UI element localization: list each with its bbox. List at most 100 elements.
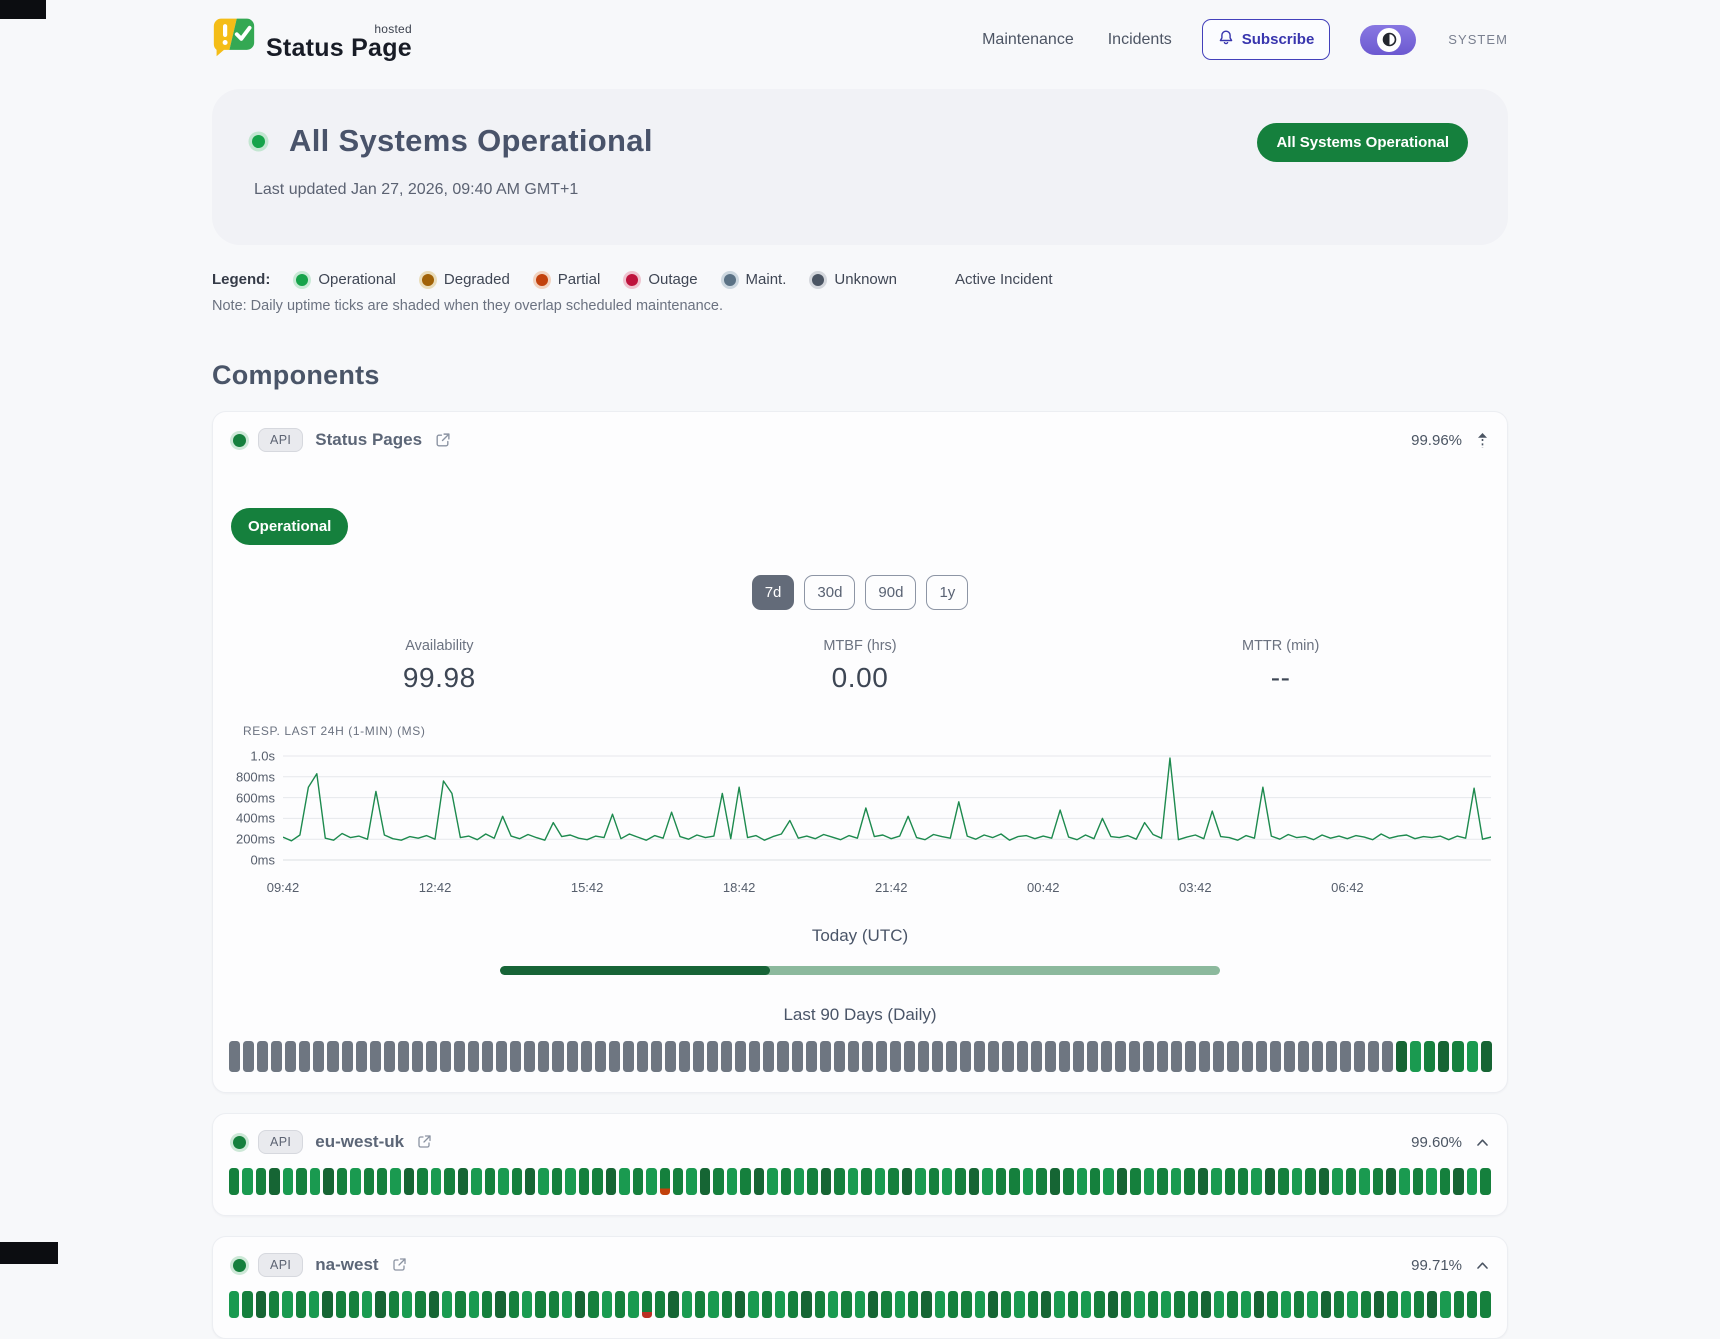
overall-status-dot [252, 134, 265, 148]
bell-icon [1218, 29, 1234, 50]
legend-item-partial: Partial [535, 271, 600, 288]
external-link-icon[interactable] [391, 1257, 407, 1273]
uptime-tick [255, 1291, 266, 1318]
uptime-tick [1382, 1041, 1394, 1072]
y-tick-label: 0ms [250, 852, 275, 868]
uptime-tick [868, 1291, 879, 1318]
external-link-icon[interactable] [416, 1134, 432, 1150]
chart-title: RESP. LAST 24H (1-MIN) (MS) [243, 724, 426, 738]
subscribe-button[interactable]: Subscribe [1201, 19, 1331, 60]
uptime-tick [622, 1041, 634, 1072]
uptime-tick [681, 1291, 692, 1318]
uptime-tick [679, 1041, 691, 1072]
uptime-tick [1427, 1291, 1438, 1318]
legend-item-outage: Outage [626, 271, 698, 288]
uptime-tick [946, 1041, 958, 1072]
uptime-tick [1014, 1291, 1025, 1318]
uptime-tick [1240, 1291, 1252, 1318]
uptime-tick [229, 1168, 240, 1195]
metric-availability: Availability 99.98 [402, 638, 476, 693]
uptime-tick [901, 1168, 913, 1195]
uptime-tick [889, 1041, 901, 1072]
uptime-tick [968, 1168, 980, 1195]
y-tick-label: 200ms [235, 831, 275, 847]
uptime-tick [1143, 1041, 1155, 1072]
uptime-tick [947, 1291, 959, 1318]
range-button-90d[interactable]: 90d [865, 575, 917, 610]
contrast-icon [1382, 32, 1397, 47]
uptime-tick [257, 1041, 269, 1072]
uptime-tick [524, 1041, 536, 1072]
collapse-component-button[interactable] [1474, 430, 1491, 451]
uptime-tick [650, 1041, 662, 1072]
x-tick-label: 18:42 [722, 880, 756, 895]
range-button-7d[interactable]: 7d [751, 575, 795, 610]
uptime-tick [1022, 1168, 1034, 1195]
external-link-icon[interactable] [434, 432, 451, 449]
overall-status-badge: All Systems Operational [1257, 123, 1468, 162]
uptime-tick [1311, 1041, 1323, 1072]
y-tick-label: 400ms [235, 810, 275, 826]
uptime-tick [694, 1291, 706, 1318]
components-heading: Components [212, 360, 380, 390]
uptime-tick [455, 1291, 466, 1318]
expand-component-button[interactable] [1474, 1136, 1491, 1149]
uptime-tick [907, 1291, 919, 1318]
uptime-tick [1251, 1168, 1262, 1195]
uptime-tick [632, 1168, 644, 1195]
uptime-tick [348, 1291, 360, 1318]
uptime-tick [828, 1291, 839, 1318]
legend-items: Operational Degraded Partial Outage Maint. Un… [296, 271, 897, 288]
uptime-tick [1157, 1041, 1169, 1072]
uptime-tick [1385, 1168, 1397, 1195]
uptime-tick [271, 1041, 283, 1072]
component-name: na-west [315, 1255, 379, 1274]
range-button-30d[interactable]: 30d [804, 575, 856, 610]
uptime-tick [1224, 1168, 1235, 1195]
theme-toggle[interactable] [1360, 24, 1417, 55]
nav-link-maintenance[interactable]: Maintenance [982, 30, 1074, 48]
uptime-tick [888, 1168, 899, 1195]
uptime-tick [242, 1291, 253, 1318]
uptime-tick [1076, 1168, 1087, 1195]
uptime-tick [753, 1168, 765, 1195]
uptime-tick [468, 1291, 479, 1318]
uptime-tick [482, 1041, 494, 1072]
uptime-tick [362, 1291, 373, 1318]
uptime-tick [1396, 1041, 1408, 1072]
legend-item-degraded: Degraded [421, 271, 510, 288]
uptime-tick [1320, 1291, 1331, 1318]
uptime-tick [1114, 1041, 1126, 1072]
uptime-tick [498, 1168, 509, 1195]
uptime-tick [299, 1041, 311, 1072]
brand-name: Status Page [266, 34, 412, 62]
uptime-tick [1372, 1168, 1383, 1195]
metric-mttrmin: MTTR (min) -- [1241, 638, 1320, 693]
uptime-tick [335, 1291, 346, 1318]
uptime-tick [1211, 1168, 1222, 1195]
time-range-buttons: 7d 30d 90d 1y [229, 575, 1491, 610]
uptime-tick [814, 1291, 826, 1318]
uptime-tick [1143, 1168, 1155, 1195]
uptime-tick [819, 1041, 831, 1072]
uptime-tick [510, 1041, 522, 1072]
today-progress-bar [500, 966, 1220, 975]
uptime-tick [388, 1291, 400, 1318]
expand-component-button[interactable] [1474, 1259, 1491, 1272]
uptime-tick [535, 1291, 546, 1318]
range-button-1y[interactable]: 1y [926, 575, 969, 610]
uptime-tick [861, 1041, 873, 1072]
brand[interactable]: hosted Status Page [212, 16, 412, 63]
uptime-tick [336, 1168, 348, 1195]
uptime-tick [721, 1041, 733, 1072]
legend-dot [626, 273, 639, 286]
uptime-tick [834, 1168, 845, 1195]
theme-toggle-knob [1377, 27, 1402, 52]
uptime-tick [1227, 1041, 1239, 1072]
uptime-tick [1254, 1291, 1265, 1318]
nav-link-incidents[interactable]: Incidents [1107, 30, 1172, 48]
uptime-tick [481, 1291, 493, 1318]
uptime-tick [707, 1041, 719, 1072]
uptime-tick [763, 1041, 775, 1072]
uptime-tick [636, 1041, 648, 1072]
